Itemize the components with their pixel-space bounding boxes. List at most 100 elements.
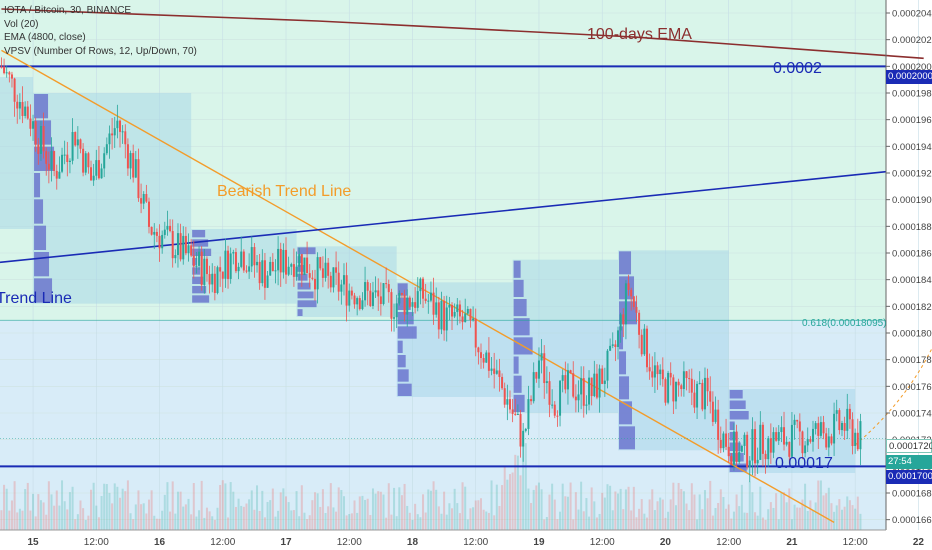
volume-bar: [453, 488, 456, 530]
volume-bar: [480, 498, 482, 530]
ema-annotation[interactable]: 100-days EMA: [587, 26, 692, 43]
volume-bar: [37, 494, 40, 530]
candle-body: [706, 377, 709, 392]
support-annotation[interactable]: 0.00017: [775, 455, 833, 472]
volume-bar: [29, 510, 32, 530]
volume-bar: [456, 503, 459, 530]
candle-body: [827, 436, 830, 448]
volume-bar: [348, 514, 351, 530]
volume-bar: [717, 503, 720, 530]
volume-bar: [269, 500, 272, 530]
candle-body: [335, 267, 338, 273]
volume-bar: [761, 517, 764, 530]
candle-body: [701, 382, 704, 410]
candle-body: [846, 408, 849, 431]
volume-bar: [535, 485, 538, 530]
volume-bar: [337, 487, 340, 530]
candle-body: [406, 297, 409, 315]
volume-bar: [105, 484, 108, 530]
candle-body: [350, 290, 353, 296]
volume-bar: [461, 482, 464, 530]
volume-bar: [329, 483, 332, 530]
profile-histogram-row: [397, 383, 412, 396]
volume-bar: [522, 444, 525, 530]
candle-body: [76, 139, 79, 146]
volume-bar: [374, 493, 377, 530]
fib-annotation[interactable]: 0.618(0.00018095): [802, 318, 887, 329]
profile-histogram-row: [192, 239, 209, 247]
candle-body: [74, 132, 77, 146]
candle-body: [174, 255, 177, 259]
volume-bar: [16, 512, 19, 530]
volume-bar: [593, 501, 596, 530]
candle-body: [190, 245, 193, 256]
volume-bar: [690, 483, 693, 530]
candle-body: [603, 380, 606, 384]
volume-bar: [651, 489, 654, 530]
volume-bar: [71, 486, 74, 530]
candle-body: [775, 432, 778, 441]
bearish-trend-annotation[interactable]: Bearish Trend Line: [217, 183, 352, 200]
candle-body: [126, 144, 129, 169]
volume-bar: [664, 517, 667, 530]
volume-bar: [754, 512, 757, 530]
candle-body: [530, 399, 533, 402]
candle-body: [672, 377, 675, 402]
candle-body: [119, 120, 122, 132]
vpsv-indicator-label[interactable]: VPSV (Number Of Rows, 12, Up/Down, 70): [4, 45, 197, 57]
candle-body: [685, 371, 688, 379]
candle-body: [485, 352, 488, 363]
candle-body: [735, 431, 738, 463]
resistance-annotation[interactable]: 0.0002: [773, 60, 822, 77]
candle-body: [403, 294, 406, 315]
volume-bar: [532, 489, 535, 530]
candle-body: [395, 303, 398, 318]
volume-bar: [129, 513, 132, 530]
time-axis[interactable]: 12:00 15 12:00 16 12:00 17 12:00 18 12:00 19 12:00…: [0, 529, 932, 548]
volume-bar: [61, 480, 64, 530]
candle-body: [253, 247, 256, 266]
candle-body: [176, 233, 179, 256]
volume-bar: [661, 499, 664, 530]
trend-line-annotation[interactable]: Trend Line: [0, 290, 72, 307]
candle-body: [150, 226, 153, 235]
volume-bar: [530, 502, 533, 530]
symbol-title[interactable]: IOTA / Bitcoin, 30, BINANCE: [4, 5, 132, 16]
y-tick-label: 0.00019400: [892, 142, 932, 153]
candle-body: [393, 317, 396, 319]
candle-body: [379, 296, 382, 304]
vol-indicator-label[interactable]: Vol (20): [4, 18, 39, 30]
volume-bar: [411, 519, 414, 530]
volume-bar: [119, 497, 122, 530]
ema-indicator-label[interactable]: EMA (4800, close): [4, 32, 86, 43]
candle-body: [356, 298, 359, 305]
volume-bar: [147, 499, 150, 530]
candle-body: [809, 439, 812, 442]
candle-body: [71, 132, 74, 161]
candle-body: [559, 380, 562, 416]
candle-body: [606, 350, 609, 381]
volume-bar: [279, 492, 282, 530]
volume-bar: [833, 511, 836, 530]
candle-body: [271, 261, 274, 272]
profile-histogram-row: [192, 276, 204, 284]
candle-body: [353, 295, 356, 305]
candle-body: [711, 401, 714, 422]
candle-body: [10, 74, 13, 79]
x-tick-label: 15: [27, 537, 39, 548]
volume-bar: [495, 484, 498, 530]
candle-body: [316, 257, 319, 290]
volume-bar: [725, 508, 728, 530]
volume-bar: [282, 488, 285, 530]
volume-bar: [266, 501, 269, 530]
candle-body: [29, 118, 32, 129]
candle-body: [622, 314, 625, 325]
volume-bar: [548, 494, 551, 530]
volume-bar: [42, 502, 45, 530]
candle-body: [540, 353, 543, 361]
profile-histogram-row: [513, 260, 521, 278]
candle-body: [535, 372, 538, 379]
upper-zone: [0, 0, 886, 321]
